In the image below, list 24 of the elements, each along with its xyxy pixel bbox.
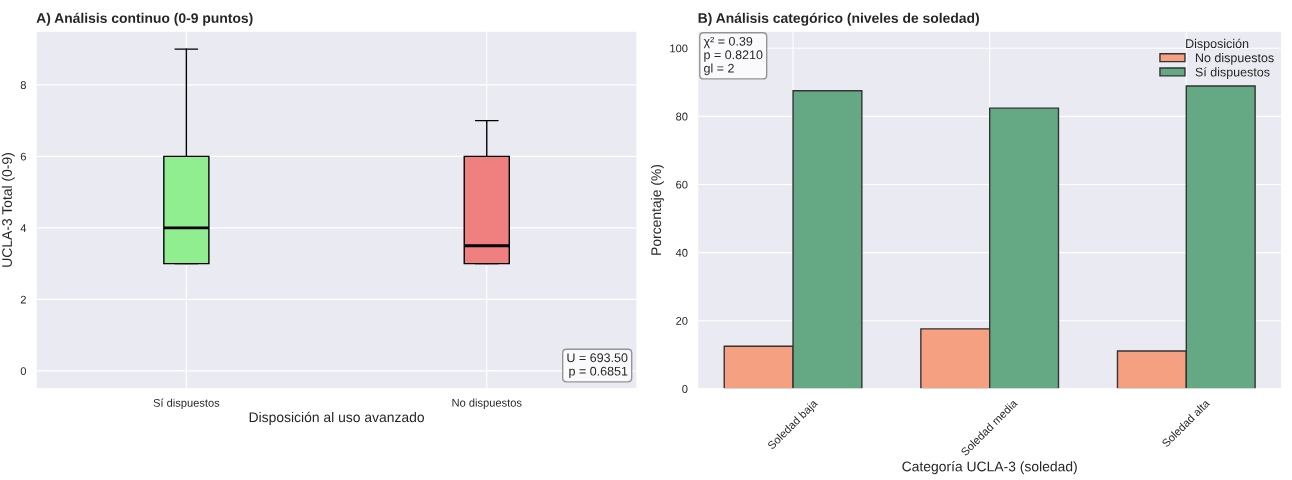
y-tick-label: 6 bbox=[20, 152, 26, 161]
x-tick-label: Sí dispuestos bbox=[153, 398, 220, 410]
chart-title: A) Análisis continuo (0-9 puntos) bbox=[36, 12, 253, 26]
y-axis-title: UCLA-3 Total (0-9) bbox=[1, 153, 15, 267]
chart-title: B) Análisis categórico (niveles de soledad) bbox=[698, 12, 979, 26]
legend-label: No dispuestos bbox=[1195, 53, 1274, 65]
y-tick-label: 20 bbox=[676, 316, 688, 325]
x-axis-title: Disposición al uso avanzado bbox=[249, 411, 424, 425]
y-tick-label: 0 bbox=[682, 385, 688, 393]
y-tick-label: 0 bbox=[20, 367, 27, 376]
legend-label: Sí dispuestos bbox=[1195, 67, 1270, 79]
legend-title: Disposición bbox=[1186, 38, 1249, 51]
y-tick-label: 60 bbox=[676, 180, 688, 189]
y-tick-label: 80 bbox=[676, 112, 688, 121]
y-tick-label: 4 bbox=[20, 224, 27, 232]
annotation: U = 693.50 p = 0.6851 bbox=[567, 353, 628, 379]
annotation: χ² = 0.39 p = 0.8210 gl = 2 bbox=[703, 36, 763, 76]
y-tick-label: 2 bbox=[20, 295, 26, 304]
y-tick-label: 8 bbox=[20, 81, 26, 89]
x-axis-title: Categoría UCLA-3 (soledad) bbox=[902, 461, 1077, 475]
y-tick-label: 40 bbox=[675, 248, 688, 257]
y-axis-title: Porcentaje (%) bbox=[650, 164, 664, 255]
x-tick-label: No dispuestos bbox=[452, 398, 522, 409]
y-tick-label: 100 bbox=[670, 44, 688, 53]
